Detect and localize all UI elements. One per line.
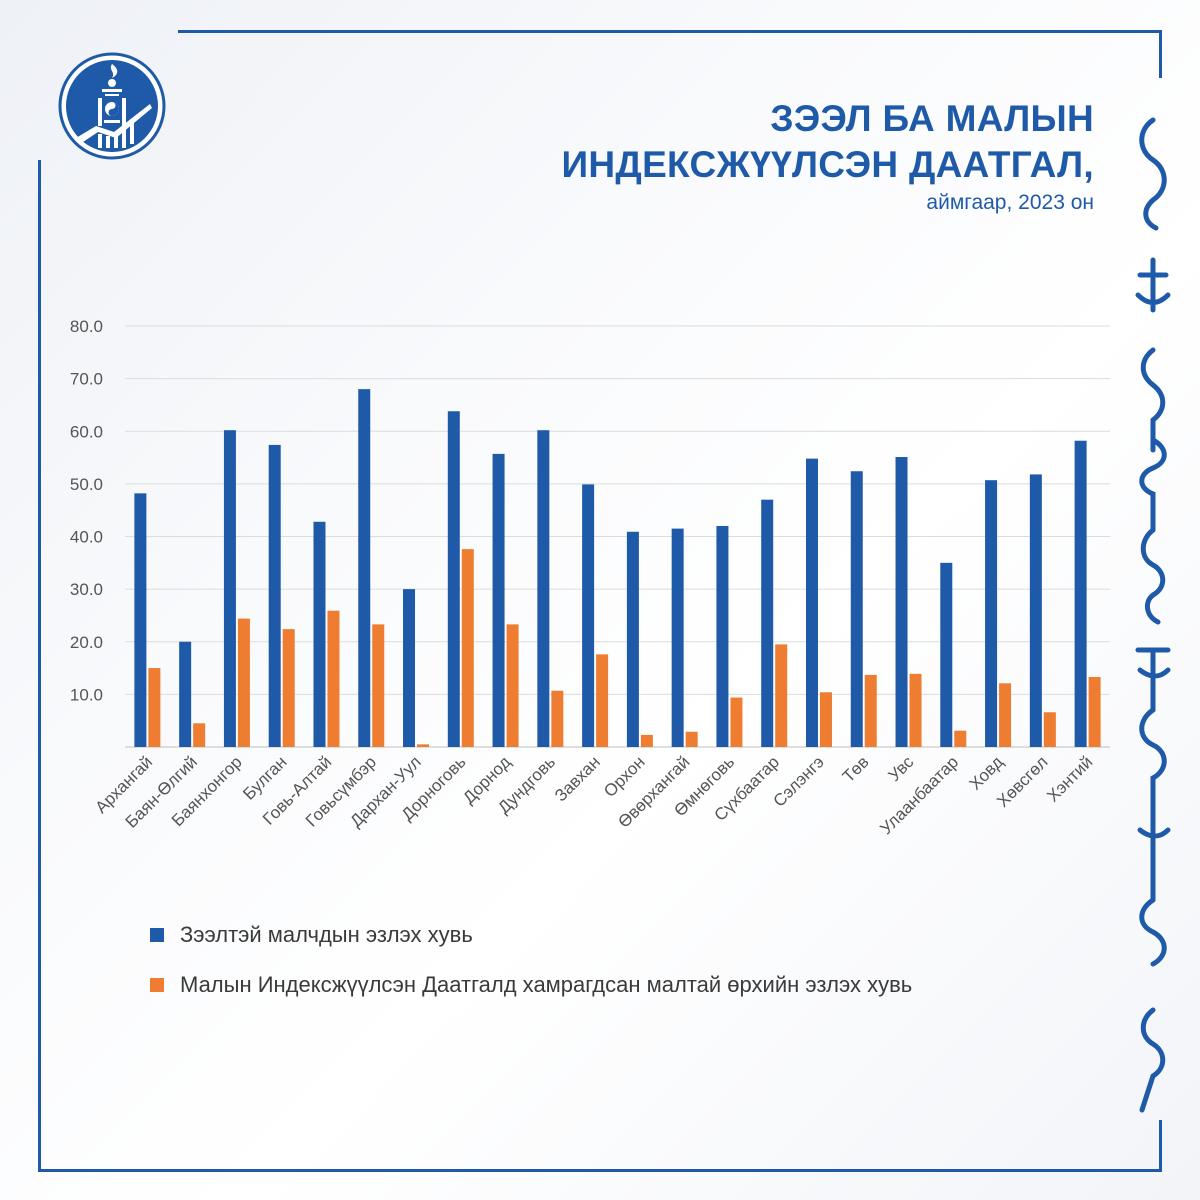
bar-series-2 — [864, 674, 877, 747]
bar-series-2 — [685, 731, 698, 747]
bar-series-2 — [506, 624, 519, 747]
bar-series-2 — [730, 697, 743, 747]
frame-top-line — [178, 30, 1162, 33]
bar-series-1 — [1074, 440, 1087, 747]
bar-series-1 — [985, 480, 998, 747]
x-tick-label: Хэнтий — [1043, 752, 1096, 805]
bar-series-2 — [596, 654, 609, 747]
bar-series-2 — [1043, 712, 1056, 747]
x-tick-label: Төв — [839, 752, 873, 786]
legend-swatch-series-1 — [150, 928, 164, 942]
page-subtitle: аймгаар, 2023 он — [926, 191, 1094, 214]
legend-label-series-1: Зээлтэй малчдын эзлэх хувь — [180, 922, 473, 947]
bar-series-2 — [551, 690, 564, 747]
title-block: ЗЭЭЛ БА МАЛЫН ИНДЕКСЖҮҮЛСЭН ДААТГАЛ, айм… — [562, 96, 1095, 218]
bar-series-1 — [805, 458, 818, 747]
chart-legend: Зээлтэй малчдын эзлэх хувь Малын Индексж… — [150, 910, 912, 1010]
frame-right-line — [1159, 30, 1162, 78]
y-tick-label: 50.0 — [70, 475, 103, 494]
bar-series-1 — [447, 411, 460, 747]
y-tick-label: 30.0 — [70, 580, 103, 599]
bar-series-1 — [358, 389, 371, 747]
bar-series-2 — [909, 673, 922, 747]
x-tick-label: Завхан — [551, 752, 604, 805]
bar-series-1 — [1029, 474, 1042, 747]
y-tick-label: 60.0 — [70, 422, 103, 441]
legend-item-series-2: Малын Индексжүүлсэн Даатгалд хамрагдсан … — [150, 960, 912, 1010]
bar-series-1 — [850, 471, 863, 747]
bar-series-2 — [1088, 677, 1101, 747]
bar-series-2 — [461, 549, 474, 747]
page-title-line-1: ЗЭЭЛ БА МАЛЫН — [770, 98, 1094, 139]
bar-series-1 — [761, 499, 774, 747]
bar-series-2 — [775, 644, 788, 747]
bar-series-1 — [492, 453, 505, 747]
x-tick-label: Ховд — [966, 752, 1007, 793]
bar-series-1 — [582, 484, 595, 747]
y-tick-label: 70.0 — [70, 370, 103, 389]
bar-series-1 — [940, 562, 953, 747]
bar-series-2 — [999, 683, 1012, 747]
bar-series-2 — [237, 618, 250, 747]
bar-series-1 — [716, 525, 729, 747]
bar-series-1 — [671, 528, 684, 747]
x-tick-label: Улаанбаатар — [876, 752, 962, 838]
frame-bottom-line — [38, 1169, 1162, 1172]
legend-swatch-series-2 — [150, 978, 164, 992]
bar-series-2 — [327, 610, 340, 747]
legend-label-series-2: Малын Индексжүүлсэн Даатгалд хамрагдсан … — [180, 972, 913, 997]
mongolian-script-text-icon — [1108, 110, 1198, 1120]
bar-series-1 — [134, 493, 147, 747]
bar-series-1 — [537, 430, 550, 747]
bar-series-1 — [179, 641, 192, 747]
mongolia-soyombo-emblem-icon — [58, 52, 166, 160]
x-tick-label: Увс — [885, 752, 918, 785]
bar-series-1 — [895, 457, 908, 747]
bar-series-2 — [819, 692, 832, 747]
bar-series-2 — [282, 629, 295, 747]
bar-series-2 — [193, 723, 206, 747]
y-tick-label: 40.0 — [70, 528, 103, 547]
legend-item-series-1: Зээлтэй малчдын эзлэх хувь — [150, 910, 912, 960]
bar-series-2 — [417, 744, 430, 747]
bar-series-2 — [954, 730, 967, 747]
bar-series-1 — [626, 531, 639, 747]
frame-right-bottom-line — [1159, 1120, 1162, 1172]
bar-series-1 — [403, 589, 416, 747]
bar-series-1 — [313, 521, 326, 747]
y-tick-label: 20.0 — [70, 633, 103, 652]
bar-series-1 — [223, 430, 236, 747]
y-tick-label: 10.0 — [70, 685, 103, 704]
bar-series-2 — [148, 668, 161, 747]
bar-series-2 — [372, 624, 385, 747]
bar-series-1 — [268, 444, 281, 747]
y-tick-label: 80.0 — [70, 317, 103, 336]
bar-series-2 — [640, 734, 653, 747]
frame-left-line — [38, 160, 41, 1172]
page-title-line-2: ИНДЕКСЖҮҮЛСЭН ДААТГАЛ, — [561, 144, 1094, 185]
